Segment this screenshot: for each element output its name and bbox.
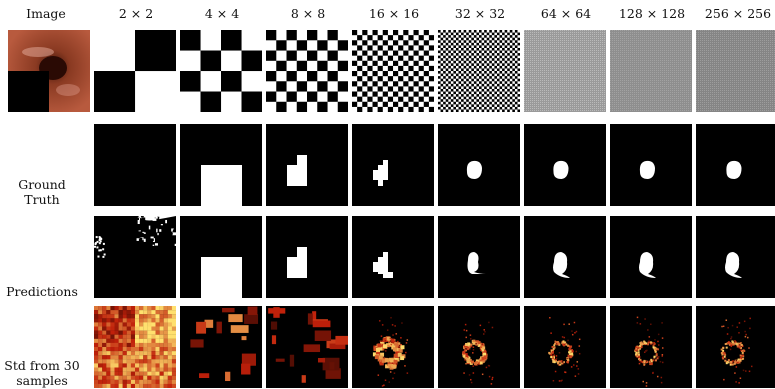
header-image-label: Image	[26, 6, 66, 21]
row-label-ground-truth: Ground Truth	[0, 177, 84, 207]
original-image	[8, 30, 90, 112]
row-label-std: Std from 30 samples	[0, 358, 84, 388]
checkerboard-64	[524, 30, 606, 112]
column-header-64: 64 × 64	[540, 6, 592, 21]
ground-truth-16	[352, 124, 434, 206]
column-header-2: 2 × 2	[118, 6, 154, 21]
std-map-4	[180, 306, 262, 388]
std-map-64	[524, 306, 606, 388]
ground-truth-256	[696, 124, 775, 206]
std-map-128	[610, 306, 692, 388]
ground-truth-4	[180, 124, 262, 206]
checkerboard-2	[94, 30, 176, 112]
checkerboard-4	[180, 30, 262, 112]
prediction-8	[266, 216, 348, 298]
column-header-16: 16 × 16	[368, 6, 420, 21]
checkerboard-32	[438, 30, 520, 112]
ground-truth-128	[610, 124, 692, 206]
row-label-ground-truth-line2: Truth	[24, 192, 60, 207]
ground-truth-64	[524, 124, 606, 206]
checkerboard-8	[266, 30, 348, 112]
column-header-8: 8 × 8	[290, 6, 326, 21]
column-header-32: 32 × 32	[454, 6, 506, 21]
std-map-2	[94, 306, 176, 388]
column-header-256: 256 × 256	[704, 6, 772, 21]
std-map-32	[438, 306, 520, 388]
checkerboard-128	[610, 30, 692, 112]
prediction-64	[524, 216, 606, 298]
row-label-ground-truth-line1: Ground	[18, 177, 66, 192]
row-label-predictions: Predictions	[6, 284, 78, 299]
prediction-2	[94, 216, 176, 298]
prediction-256	[696, 216, 775, 298]
std-map-16	[352, 306, 434, 388]
std-map-256	[696, 306, 775, 388]
row-label-std-line2: samples	[16, 373, 68, 388]
checkerboard-256	[696, 30, 775, 112]
ground-truth-8	[266, 124, 348, 206]
column-header-128: 128 × 128	[618, 6, 686, 21]
ground-truth-2	[94, 124, 176, 206]
ground-truth-32	[438, 124, 520, 206]
prediction-4	[180, 216, 262, 298]
prediction-128	[610, 216, 692, 298]
row-label-std-line1: Std from 30	[4, 358, 80, 373]
column-header-4: 4 × 4	[204, 6, 240, 21]
std-map-8	[266, 306, 348, 388]
prediction-32	[438, 216, 520, 298]
checkerboard-16	[352, 30, 434, 112]
prediction-16	[352, 216, 434, 298]
